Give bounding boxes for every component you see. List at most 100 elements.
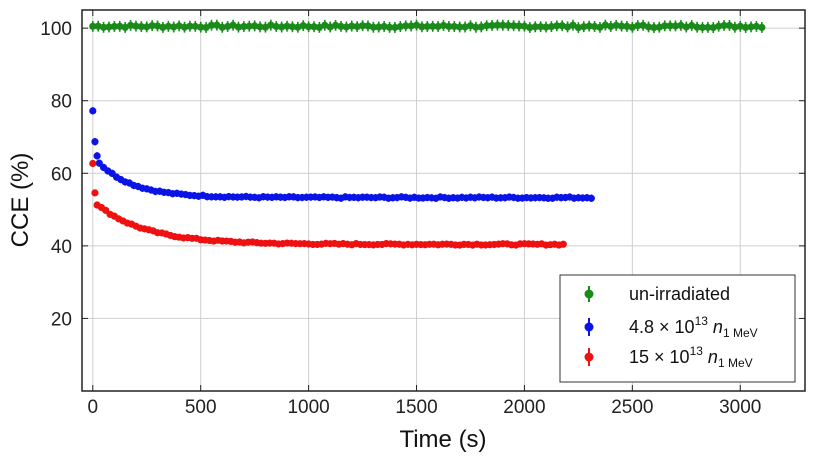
- data-point: [110, 22, 118, 31]
- legend-label-15e13-main: 15 × 10: [629, 347, 690, 367]
- data-point: [396, 22, 404, 31]
- data-point: [310, 23, 318, 31]
- data-point: [601, 21, 609, 29]
- data-point: [121, 23, 129, 31]
- data-point: [348, 22, 356, 30]
- data-point: [337, 22, 345, 31]
- axis-ticks: [82, 10, 805, 391]
- data-point: [99, 23, 108, 31]
- data-point: [639, 21, 647, 29]
- data-point: [456, 23, 464, 31]
- data-point: [224, 22, 232, 31]
- legend-marker-un-irradiated: [584, 289, 594, 299]
- data-point: [520, 22, 529, 30]
- data-point: [477, 23, 485, 31]
- data-point: [256, 23, 264, 31]
- data-point: [731, 23, 739, 31]
- data-point: [234, 23, 243, 31]
- data-point: [542, 23, 550, 31]
- data-point: [461, 23, 469, 31]
- legend-label-15e13-exp: 13: [690, 344, 704, 358]
- data-point: [132, 22, 140, 30]
- data-point: [617, 22, 626, 30]
- data-point: [612, 21, 620, 29]
- data-point: [89, 22, 97, 30]
- data-point: [709, 23, 717, 32]
- data-point: [164, 22, 172, 30]
- x-tick-label: 1500: [395, 397, 437, 418]
- data-point: [385, 23, 394, 31]
- data-point: [590, 22, 599, 31]
- data-point: [445, 22, 453, 31]
- y-tick-label: 60: [51, 164, 72, 185]
- data-point: [180, 23, 189, 31]
- data-point: [213, 21, 221, 29]
- data-point: [450, 22, 458, 31]
- legend-label-4.8e13: 4.8 × 1013 n1 MeV: [629, 314, 758, 340]
- data-point: [671, 22, 680, 30]
- data-point: [493, 21, 502, 29]
- legend-label-4.8e13-main: 4.8 × 10: [629, 317, 695, 337]
- data-point: [288, 23, 297, 31]
- data-point: [380, 22, 388, 31]
- data-point: [116, 22, 124, 30]
- data-point: [240, 22, 248, 31]
- data-point: [553, 22, 561, 30]
- data-point: [488, 21, 496, 30]
- data-point: [472, 23, 480, 31]
- data-point: [698, 23, 707, 32]
- data-point: [331, 21, 340, 29]
- data-point: [499, 21, 507, 29]
- data-point: [186, 22, 194, 30]
- data-point: [682, 23, 690, 31]
- x-tick-label: 500: [185, 397, 217, 418]
- data-point: [655, 23, 663, 31]
- data-point: [353, 22, 361, 31]
- data-point: [715, 22, 723, 30]
- data-points: [89, 19, 766, 249]
- data-point: [574, 23, 582, 32]
- legend-label-4.8e13-var: n: [713, 317, 723, 337]
- data-point: [585, 22, 593, 30]
- series-0: [89, 19, 766, 34]
- data-point: [191, 22, 199, 30]
- data-point: [720, 21, 728, 30]
- x-tick-label: 1000: [287, 397, 329, 418]
- x-tick-label: 2500: [611, 397, 653, 418]
- data-point: [439, 21, 448, 30]
- x-tick-label: 3000: [719, 397, 761, 418]
- data-point: [483, 22, 491, 30]
- data-point: [736, 22, 744, 30]
- data-point: [364, 22, 372, 30]
- data-point: [93, 152, 101, 160]
- legend-label-4.8e13-sub: 1 MeV: [723, 326, 758, 340]
- x-tick-label: 0: [88, 397, 99, 418]
- data-point: [402, 22, 410, 30]
- data-point: [305, 23, 313, 31]
- data-point: [375, 23, 383, 31]
- data-point: [418, 23, 426, 31]
- legend-box: [559, 274, 796, 383]
- data-point: [153, 22, 162, 30]
- legend-marker-15e13: [584, 352, 594, 362]
- data-point: [105, 23, 113, 31]
- data-point: [559, 240, 567, 248]
- data-point: [391, 23, 399, 32]
- y-tick-label: 80: [51, 92, 72, 113]
- data-point: [137, 22, 145, 31]
- legend-label-15e13: 15 × 1013 n1 MeV: [629, 344, 753, 370]
- data-point: [526, 23, 534, 32]
- y-tick-label: 40: [51, 237, 72, 258]
- data-point: [515, 22, 523, 30]
- data-point: [267, 21, 275, 29]
- data-point: [407, 22, 415, 30]
- data-point: [596, 23, 604, 31]
- data-point: [218, 23, 226, 31]
- data-point: [558, 22, 566, 30]
- data-point: [294, 23, 302, 31]
- y-axis-title: CCE (%): [7, 153, 34, 248]
- legend-entry-un-irradiated: un-irradiated: [584, 284, 730, 304]
- data-point: [91, 189, 99, 197]
- data-point: [547, 22, 556, 31]
